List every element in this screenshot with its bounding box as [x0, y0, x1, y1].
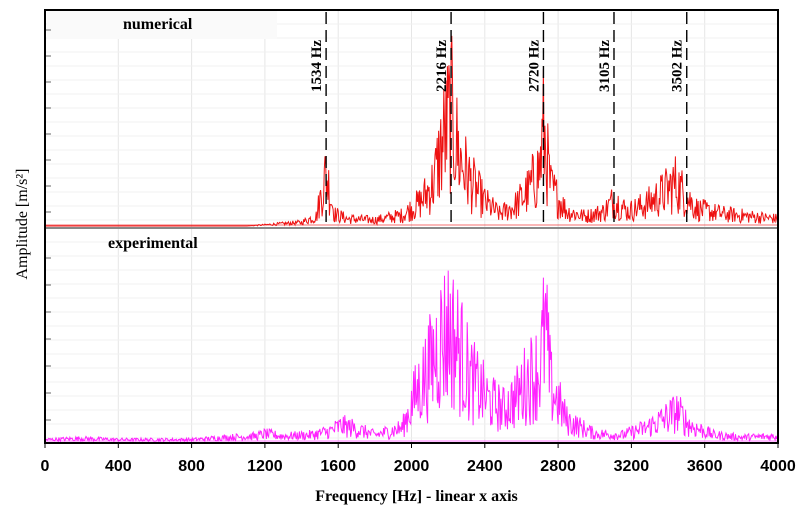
x-tick-label: 2400: [467, 458, 503, 475]
peak-label: 2216 Hz: [434, 40, 450, 92]
x-tick-label: 4000: [760, 458, 796, 475]
y-axis-label: Amplitude [m/s²]: [14, 168, 31, 280]
peak-label: 1534 Hz: [309, 40, 325, 92]
x-tick-label: 1200: [247, 458, 283, 475]
series-numerical: [45, 35, 779, 227]
experimental-panel-label: experimental: [108, 235, 198, 252]
x-tick-label: 400: [105, 458, 132, 475]
peak-label: 2720 Hz: [526, 40, 542, 92]
x-tick-label: 1600: [320, 458, 356, 475]
peak-label: 3502 Hz: [670, 40, 686, 92]
x-tick-label: 3600: [687, 458, 723, 475]
label-backdrop: [47, 11, 277, 39]
numerical-panel-label: numerical: [123, 16, 193, 33]
x-tick-label: 2000: [394, 458, 430, 475]
x-axis-label: Frequency [Hz] - linear x axis: [315, 488, 518, 505]
x-tick-label: 2800: [540, 458, 576, 475]
peak-label: 3105 Hz: [597, 40, 613, 92]
x-tick-label: 800: [178, 458, 205, 475]
x-tick-label: 0: [41, 458, 50, 475]
series-experimental: [44, 270, 779, 444]
x-tick-label: 3200: [614, 458, 650, 475]
